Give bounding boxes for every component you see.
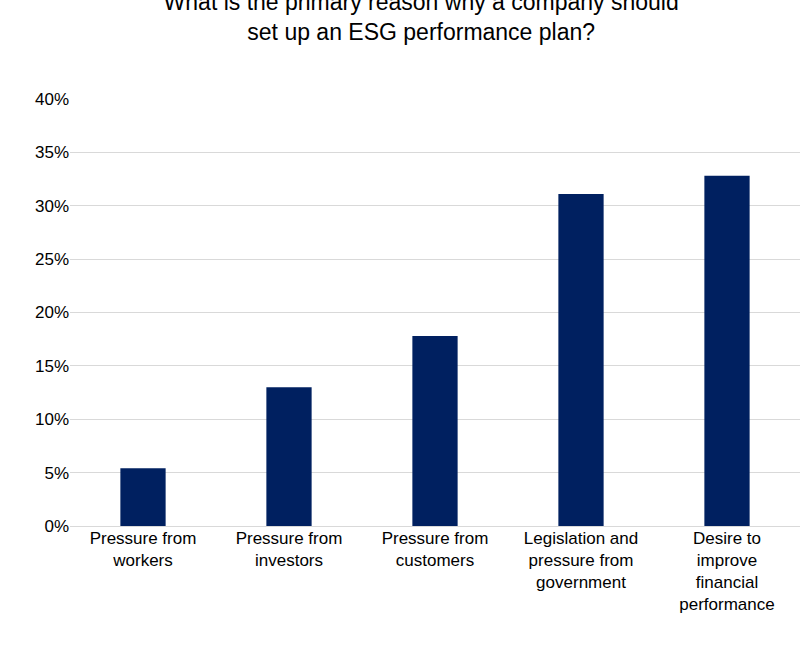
svg-text:40%: 40% [35,90,69,109]
svg-text:15%: 15% [35,357,69,376]
svg-text:Desire toimprovefinancialperfo: Desire toimprovefinancialperformance [679,529,774,614]
svg-text:Pressure fromcustomers: Pressure fromcustomers [382,529,489,570]
svg-text:20%: 20% [35,303,69,322]
svg-text:30%: 30% [35,197,69,216]
svg-text:Pressure fromworkers: Pressure fromworkers [90,529,197,570]
svg-text:Legislation andpressure fromgo: Legislation andpressure fromgovernment [524,529,638,592]
svg-text:10%: 10% [35,410,69,429]
svg-text:What is the primary reason why: What is the primary reason why a company… [164,0,679,45]
svg-text:5%: 5% [44,464,69,483]
svg-text:25%: 25% [35,250,69,269]
svg-text:0%: 0% [44,517,69,536]
svg-text:35%: 35% [35,143,69,162]
svg-text:Pressure frominvestors: Pressure frominvestors [236,529,343,570]
